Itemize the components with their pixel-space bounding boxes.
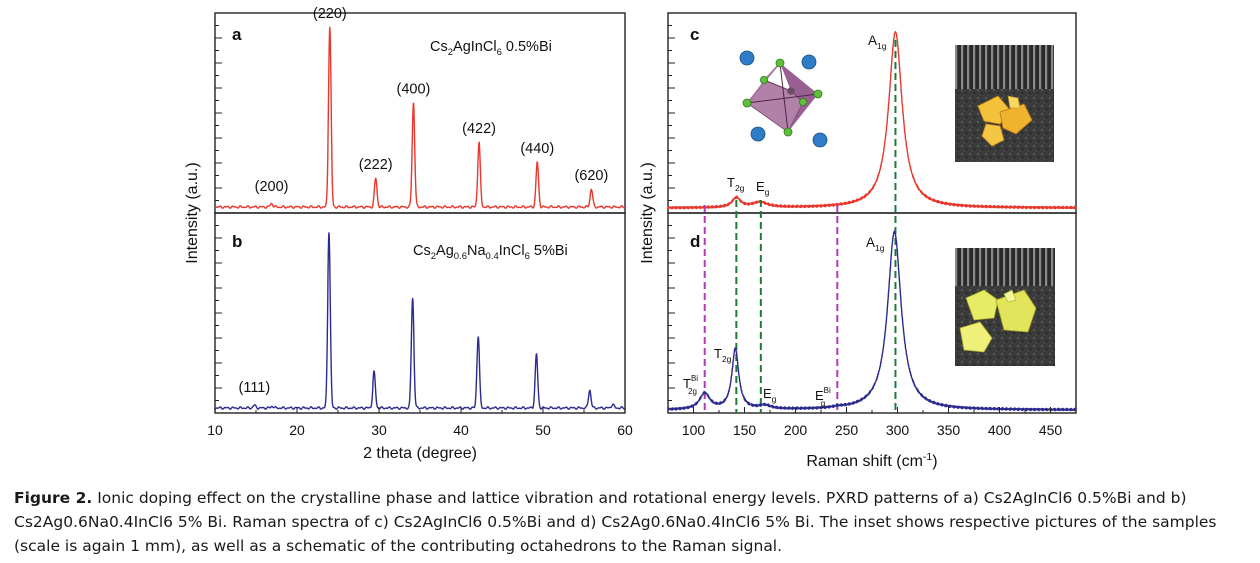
peak-label: (200) — [255, 179, 289, 195]
panel-a-sample-label: Cs2AgInCl6 0.5%Bi — [430, 39, 552, 58]
panel-d-label-t2g: T2g — [714, 346, 732, 364]
xtick-label: 10 — [207, 422, 223, 438]
panel-c-label-a1g: A1g — [868, 33, 887, 51]
octahedron-schematic — [739, 50, 828, 148]
panel-b-peak-labels: (111) — [239, 380, 271, 396]
panel-d-dashed-lines — [703, 40, 897, 413]
panel-d-label-t2g-bi: TBi 2g — [683, 374, 698, 396]
panel-a-yticks — [215, 25, 222, 201]
xtick-label: 40 — [453, 422, 469, 438]
panel-c-label-eg: Eg — [756, 179, 770, 197]
panel-a: a Cs2AgInCl6 0.5%Bi (200) (220) (222) (400)… — [214, 6, 626, 214]
panel-d-spectrum-line — [667, 230, 1077, 412]
panel-b-xlabel: 2 theta (degree) — [363, 445, 477, 462]
xtick-label: 200 — [784, 422, 808, 438]
panel-b-letter: b — [232, 232, 242, 251]
panel-a-pattern-line — [214, 26, 626, 209]
peak-label: (422) — [462, 121, 496, 137]
panel-c-letter: c — [690, 25, 699, 44]
panel-a-peak-labels: (200) (220) (222) (400) (422) (440) (620) — [255, 6, 609, 195]
xtick-label: 60 — [617, 422, 633, 438]
peak-label: (222) — [359, 157, 393, 173]
panel-c-label-t2g: T2g — [727, 175, 745, 193]
panel-b-sample-label: Cs2Ag0.6Na0.4InCl6 5%Bi — [413, 243, 568, 262]
panel-d-label-a1g: A1g — [866, 235, 885, 253]
xtick-label: 450 — [1039, 422, 1063, 438]
xtick-label: 350 — [937, 422, 961, 438]
raman-ylabel: Intensity (a.u.) — [639, 162, 656, 263]
figure-caption: Figure 2. Ionic doping effect on the cry… — [14, 486, 1250, 558]
panel-d-xticks: 100 150 200 250 300 350 400 450 — [667, 407, 1077, 438]
photo-inset-d — [955, 248, 1055, 366]
xtick-label: 50 — [535, 422, 551, 438]
panel-b-xticks: 10 20 30 40 50 60 — [207, 407, 633, 438]
figure-2: a Cs2AgInCl6 0.5%Bi (200) (220) (222) (400)… — [184, 6, 1077, 470]
photo-inset-c — [955, 45, 1054, 162]
panel-d-label-eg-bi: EBi g — [815, 386, 831, 408]
caption-label: Figure 2. — [14, 489, 93, 507]
peak-label: (111) — [239, 380, 271, 396]
xtick-label: 300 — [886, 422, 910, 438]
peak-label: (220) — [313, 6, 347, 22]
panel-d: d A1g T2g TBi 2g Eg EBi g 100 150 200 250 300 3… — [667, 40, 1077, 470]
xtick-label: 30 — [371, 422, 387, 438]
caption-text: Ionic doping effect on the crystalline p… — [14, 489, 1217, 555]
peak-label: (440) — [520, 141, 554, 157]
panel-b-pattern-line — [214, 232, 626, 410]
panel-d-xlabel: Raman shift (cm-1) — [806, 451, 937, 470]
panel-c-spectrum-line — [667, 31, 1077, 210]
xtick-label: 100 — [682, 422, 706, 438]
panel-b: b Cs2Ag0.6Na0.4InCl6 5%Bi (111) 10 20 30 40… — [207, 212, 633, 462]
xtick-label: 250 — [835, 422, 859, 438]
peak-label: (620) — [574, 168, 608, 184]
panel-c-yticks — [668, 25, 675, 201]
panel-c: c A1g T2g Eg — [667, 12, 1077, 214]
peak-label: (400) — [397, 82, 431, 98]
xtick-label: 400 — [988, 422, 1012, 438]
pxrd-ylabel: Intensity (a.u.) — [184, 162, 201, 263]
xtick-label: 150 — [733, 422, 757, 438]
panel-d-letter: d — [690, 232, 700, 251]
panel-b-yticks — [215, 225, 222, 401]
panel-a-letter: a — [232, 25, 242, 44]
panel-d-yticks — [668, 225, 675, 401]
panel-d-label-eg: Eg — [763, 386, 777, 404]
xtick-label: 20 — [289, 422, 305, 438]
